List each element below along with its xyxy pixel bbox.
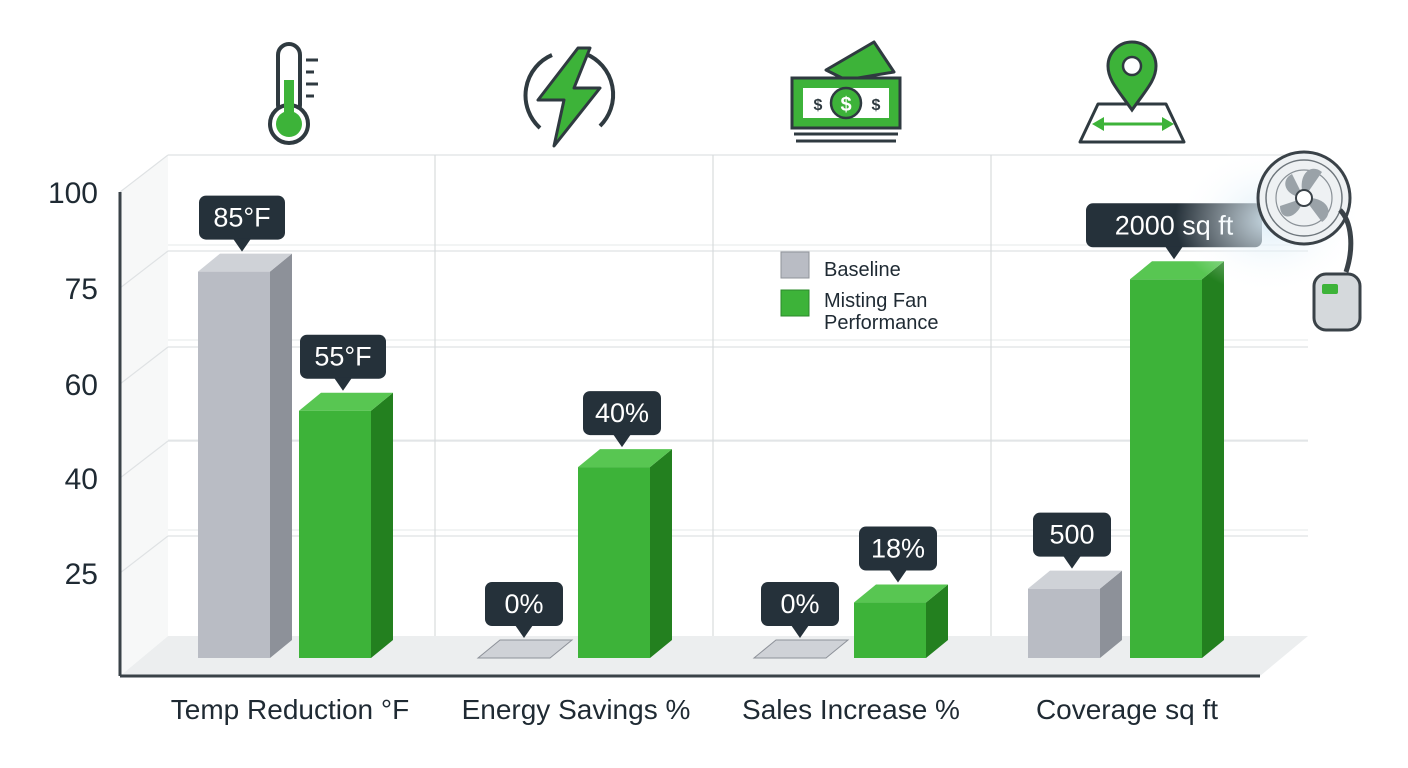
callout-pointer — [1165, 246, 1183, 260]
money-bills-icon: $ $ $ — [790, 40, 902, 143]
bar-front — [578, 467, 650, 658]
data-label: 0% — [780, 589, 819, 619]
callout-box — [583, 391, 661, 436]
misting-fan-illustration — [1175, 145, 1365, 332]
callout-pointer — [334, 377, 352, 391]
legend-label-line: Misting Fan — [824, 290, 927, 312]
bar-front — [198, 271, 270, 658]
y-axis-ticks: 25 40 60 75 100 — [48, 177, 98, 591]
data-label: 40% — [595, 398, 649, 428]
data-label: 85°F — [213, 203, 270, 233]
callout-pointer — [1063, 555, 1081, 569]
bar-side — [650, 449, 672, 658]
bar-front — [1130, 279, 1202, 658]
category-label: Energy Savings % — [462, 694, 691, 725]
callout-pointer — [233, 238, 251, 252]
data-label: 500 — [1049, 520, 1094, 550]
thermometer-icon — [268, 42, 318, 145]
bar — [476, 639, 574, 659]
bar-front — [854, 602, 926, 658]
y-tick-label: 25 — [65, 558, 98, 591]
bar — [578, 449, 672, 658]
bar-side — [926, 584, 948, 658]
grid-line — [119, 346, 169, 385]
grid-line — [119, 440, 169, 479]
value-callout: 85°F — [199, 195, 285, 252]
callout-pointer — [889, 569, 907, 583]
plot-frame — [118, 154, 1308, 678]
bar-side — [270, 253, 292, 658]
grid-line — [119, 535, 169, 574]
callout-pointer — [791, 625, 809, 638]
category-label: Sales Increase % — [742, 694, 960, 725]
data-label: 18% — [871, 534, 925, 564]
value-callout: 500 — [1033, 512, 1111, 569]
y-tick-label: 40 — [65, 463, 98, 496]
callout-box — [859, 526, 937, 571]
back-wall — [168, 155, 1308, 636]
grid-line — [119, 154, 169, 193]
bar-side — [1100, 570, 1122, 658]
bar-front — [299, 410, 371, 658]
legend-label-baseline: Baseline — [824, 259, 901, 281]
callout-box — [761, 582, 839, 626]
callout-pointer — [613, 434, 631, 448]
bar-side — [1202, 261, 1224, 658]
bar — [299, 392, 393, 658]
value-callout: 18% — [859, 526, 937, 583]
callout-pointer — [515, 625, 533, 638]
category-label: Coverage sq ft — [1036, 694, 1218, 725]
bar-flat — [476, 639, 574, 659]
bar-top — [854, 584, 948, 603]
lightning-bolt-icon — [523, 46, 616, 148]
category-label: Temp Reduction °F — [171, 694, 409, 725]
bar-flat — [752, 639, 850, 659]
value-callout: 40% — [583, 391, 661, 448]
callout-box — [485, 582, 563, 626]
bar — [198, 253, 292, 658]
bar — [1028, 570, 1122, 658]
value-callout: 0% — [761, 582, 839, 638]
grid-line — [119, 250, 169, 289]
bar-top — [1028, 570, 1122, 589]
y-tick-label: 100 — [48, 177, 98, 210]
callout-box — [199, 195, 285, 240]
legend-swatch-misting — [780, 289, 810, 317]
value-callout: 0% — [485, 582, 563, 638]
legend-label-misting: Misting Fan Performance — [824, 290, 939, 334]
bar-top — [578, 449, 672, 468]
data-label: 55°F — [314, 342, 371, 372]
svg-text:$: $ — [840, 94, 851, 116]
y-tick-label: 75 — [65, 273, 98, 306]
bar-top — [198, 253, 292, 272]
bar-side — [371, 392, 393, 658]
svg-text:$: $ — [814, 97, 823, 114]
bar — [1130, 261, 1224, 658]
svg-text:$: $ — [872, 97, 881, 114]
column-dividers — [434, 155, 992, 636]
category-labels: Temp Reduction °F Energy Savings % Sales… — [171, 694, 1218, 725]
bar — [854, 584, 948, 658]
legend-label-line: Performance — [824, 312, 939, 334]
bar — [752, 639, 850, 659]
data-label: 0% — [504, 589, 543, 619]
bar-top — [299, 392, 393, 411]
floor-plane — [120, 636, 1308, 676]
y-tick-label: 60 — [65, 369, 98, 402]
legend-swatch-baseline — [780, 251, 810, 279]
map-pin-icon — [1078, 40, 1186, 144]
value-callout: 55°F — [300, 334, 386, 391]
callout-box — [1033, 512, 1111, 557]
legend: Baseline Misting Fan Performance — [780, 251, 939, 334]
callout-box — [300, 334, 386, 379]
left-wall — [120, 155, 168, 676]
bar-front — [1028, 588, 1100, 658]
bars — [198, 253, 1224, 659]
